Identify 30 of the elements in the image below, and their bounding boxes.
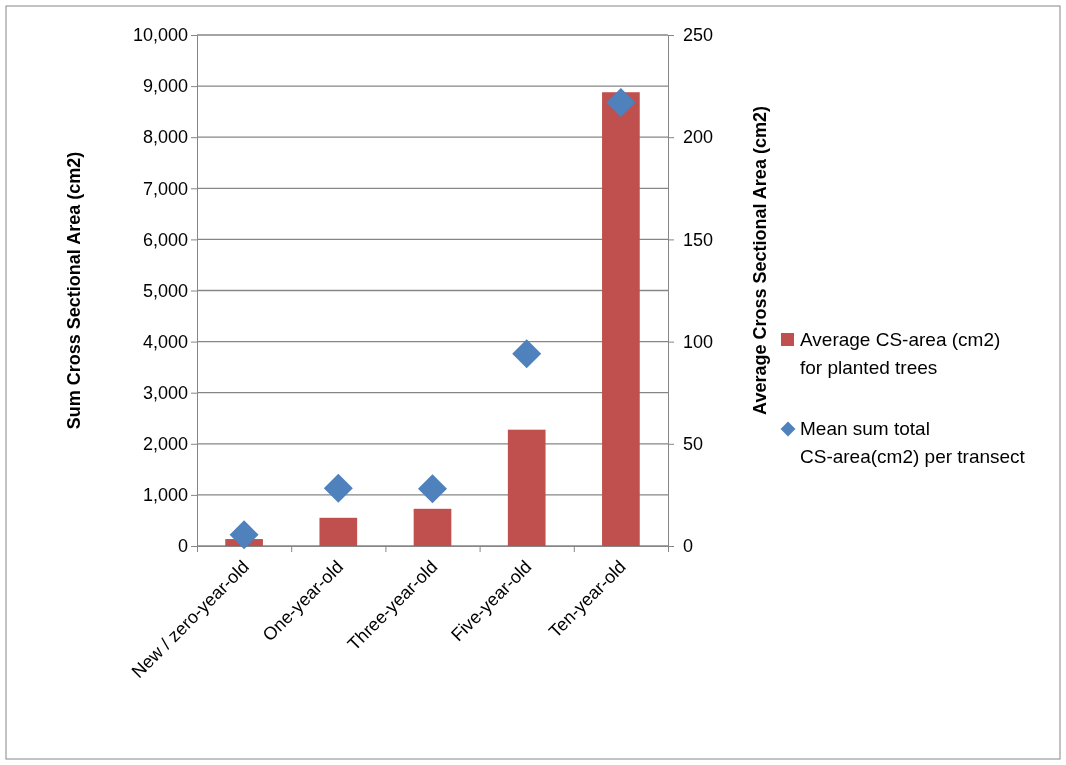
- legend-label: Mean sum total CS-area(cm2) per transect: [800, 418, 1026, 467]
- point: [229, 520, 259, 550]
- y-tick-label: 4,000: [142, 331, 188, 352]
- bar: [413, 508, 452, 546]
- y-tick-label: 3,000: [142, 382, 188, 403]
- y-tick-label: 6,000: [142, 229, 188, 250]
- y-axis-title: Sum Cross Sectional Area (cm2): [64, 151, 84, 430]
- bar: [319, 517, 358, 546]
- point: [512, 339, 542, 369]
- y-tick-label: 9,000: [142, 76, 188, 97]
- y-tick-label: 5,000: [142, 280, 188, 301]
- y-tick-label: 0: [177, 536, 188, 557]
- y-tick-label: 1,000: [142, 485, 188, 506]
- point: [606, 87, 636, 117]
- y-tick-label: 8,000: [142, 127, 188, 148]
- y2-tick-label: 150: [683, 229, 714, 250]
- y2-axis-title: Average Cross Sectional Area (cm2): [750, 106, 770, 415]
- y-tick-label: 7,000: [142, 178, 188, 199]
- bar: [602, 92, 640, 546]
- y2-tick-label: 200: [683, 127, 714, 148]
- y2-tick-label: 0: [683, 536, 694, 557]
- y2-tick-label: 250: [683, 25, 714, 46]
- y-tick-label: 2,000: [142, 434, 188, 455]
- legend-label: Average CS-area (cm2) for planted trees: [800, 329, 1001, 378]
- y2-tick-label: 50: [683, 434, 704, 455]
- bar: [507, 429, 546, 546]
- point: [418, 474, 447, 504]
- y-tick-label: 10,000: [132, 25, 188, 46]
- y2-tick-label: 100: [683, 331, 714, 352]
- point: [323, 473, 353, 503]
